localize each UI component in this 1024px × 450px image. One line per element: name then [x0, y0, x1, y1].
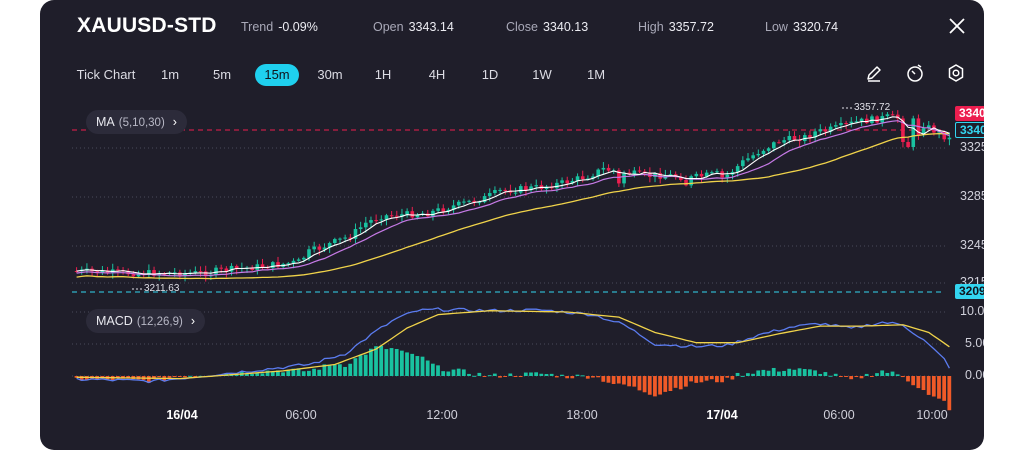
ma30-line — [76, 132, 950, 280]
ma10-line — [76, 120, 950, 277]
close-label: Close — [506, 20, 538, 34]
open-value: 3343.14 — [408, 20, 454, 34]
time-axis-label: 06:00 — [823, 408, 855, 422]
time-axis-label: 17/04 — [706, 408, 738, 422]
price-axis-label: 3325.00 — [960, 140, 984, 154]
low-value: 3320.74 — [792, 20, 839, 34]
price-chart — [72, 107, 952, 411]
price-axis-label: 3285.00 — [960, 189, 984, 203]
tab-5m[interactable]: 5m — [212, 67, 232, 82]
low-annotation: 3211.63 — [144, 283, 180, 294]
time-axis-label: 10:00 — [916, 408, 948, 422]
low-price-tag: 3209.62 — [955, 284, 984, 299]
high-value: 3357.72 — [668, 20, 714, 34]
tab-tick-chart[interactable]: Tick Chart — [76, 67, 136, 82]
macd-axis-label: 0.00 — [965, 368, 984, 382]
low-stat: Low 3320.74 — [765, 20, 838, 34]
ma5-line — [76, 116, 950, 275]
tab-1d[interactable]: 1D — [481, 67, 499, 82]
trend-label: Trend — [241, 20, 274, 34]
ma-params: (5,10,30) — [118, 117, 165, 129]
close-price-tag: 3340.13 — [955, 122, 984, 138]
tab-4h[interactable]: 4H — [428, 67, 446, 82]
timer-icon[interactable] — [905, 63, 925, 83]
chart-panel: XAUUSD-STD Trend -0.09% Open 3343.14 Close… — [40, 0, 984, 450]
close-stat: Close 3340.13 — [506, 20, 588, 34]
tab-1w[interactable]: 1W — [532, 67, 552, 82]
ma-label: MA — [96, 115, 115, 129]
close-value: 3340.13 — [542, 20, 589, 34]
close-icon[interactable] — [948, 17, 966, 35]
open-label: Open — [373, 20, 404, 34]
price-axis-label: 3245.00 — [960, 238, 984, 252]
open-stat: Open 3343.14 — [373, 20, 454, 34]
tab-30m[interactable]: 30m — [317, 67, 343, 82]
settings-icon[interactable] — [946, 63, 966, 83]
macd-line — [76, 307, 950, 384]
macd-axis-label: 10.00 — [960, 304, 984, 318]
macd-params: (12,26,9) — [136, 316, 183, 328]
tab-1mo[interactable]: 1M — [586, 67, 606, 82]
time-axis-label: 06:00 — [285, 408, 317, 422]
current-price-tag: 3340.30 — [955, 106, 984, 121]
symbol-title: XAUUSD-STD — [77, 14, 217, 37]
time-axis-label: 16/04 — [166, 408, 198, 422]
candlesticks — [74, 110, 952, 282]
high-stat: High 3357.72 — [638, 20, 714, 34]
tab-15m[interactable]: 15m — [255, 64, 299, 86]
trend-value: -0.09% — [278, 20, 318, 34]
macd-axis-label: 5.00 — [965, 336, 984, 350]
macd-indicator-pill[interactable]: MACD (12,26,9) › — [86, 309, 206, 333]
pencil-icon[interactable] — [864, 63, 884, 83]
macd-label: MACD — [96, 314, 133, 328]
time-axis-label: 12:00 — [426, 408, 458, 422]
ma-indicator-pill[interactable]: MA (5,10,30) › — [86, 110, 187, 134]
time-axis-label: 18:00 — [566, 408, 598, 422]
chevron-right-icon: › — [172, 115, 177, 129]
high-annotation: 3357.72 — [854, 102, 891, 113]
tab-1m[interactable]: 1m — [160, 67, 180, 82]
chevron-right-icon: › — [190, 314, 196, 328]
signal-line — [76, 310, 950, 380]
price-gridlines — [72, 147, 945, 377]
tab-1h[interactable]: 1H — [374, 67, 392, 82]
macd-histogram — [74, 345, 952, 411]
trend-stat: Trend -0.09% — [241, 20, 318, 34]
low-label: Low — [765, 20, 788, 34]
high-label: High — [638, 20, 664, 34]
